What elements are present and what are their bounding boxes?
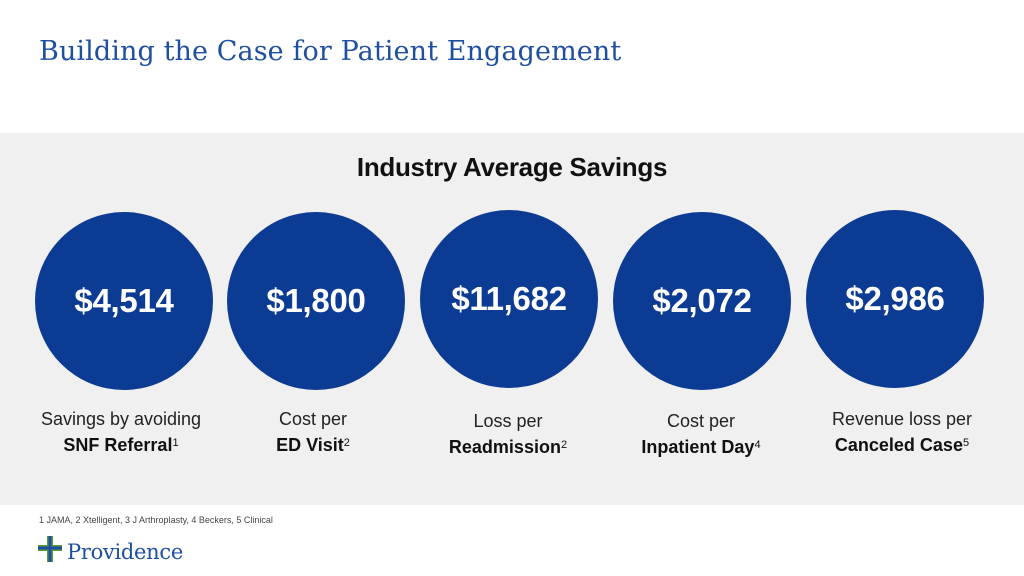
caption-line2: Readmission2	[448, 437, 568, 457]
caption-line1: Revenue loss per	[831, 409, 973, 429]
stat-value: $2,072	[652, 282, 752, 319]
logo-wordmark: Providence	[67, 539, 183, 564]
stat-caption-snf-referral: Savings by avoiding SNF Referral1	[21, 406, 221, 458]
stat-caption-ed-visit: Cost per ED Visit2	[213, 406, 413, 458]
caption-line2: Canceled Case5	[834, 435, 970, 455]
footnote-ref: 5	[962, 437, 970, 449]
footnote-ref: 1	[172, 437, 179, 449]
footnote-ref: 4	[754, 439, 761, 451]
stat-value: $1,800	[266, 282, 366, 319]
stat-circle-canceled-case: $2,986	[806, 210, 984, 388]
caption-line1: Cost per	[278, 409, 348, 429]
caption-line1: Cost per	[666, 411, 736, 431]
caption-line2: SNF Referral1	[63, 435, 179, 455]
stat-value: $11,682	[451, 280, 567, 317]
providence-logo: Providence	[38, 536, 183, 567]
slide-title: Building the Case for Patient Engagement	[39, 36, 622, 67]
caption-line1: Loss per	[473, 411, 543, 431]
stat-circle-ed-visit: $1,800	[227, 212, 405, 390]
caption-line1: Savings by avoiding	[40, 409, 202, 429]
stat-value: $4,514	[74, 282, 174, 319]
caption-line2: Inpatient Day4	[641, 437, 761, 457]
stat-circle-snf-referral: $4,514	[35, 212, 213, 390]
stat-circle-inpatient-day: $2,072	[613, 212, 791, 390]
footnote-ref: 2	[560, 439, 568, 451]
stat-caption-readmission: Loss per Readmission2	[408, 408, 608, 460]
caption-line2: ED Visit2	[276, 435, 350, 455]
footnote-ref: 2	[343, 437, 350, 449]
stat-value: $2,986	[845, 280, 945, 317]
footnote: 1 JAMA, 2 Xtelligent, 3 J Arthroplasty, …	[39, 515, 273, 525]
section-heading: Industry Average Savings	[356, 152, 668, 182]
providence-cross-icon	[38, 536, 62, 567]
stat-caption-inpatient-day: Cost per Inpatient Day4	[601, 408, 801, 460]
stat-caption-canceled-case: Revenue loss per Canceled Case5	[802, 406, 1002, 458]
stat-circle-readmission: $11,682	[420, 210, 598, 388]
